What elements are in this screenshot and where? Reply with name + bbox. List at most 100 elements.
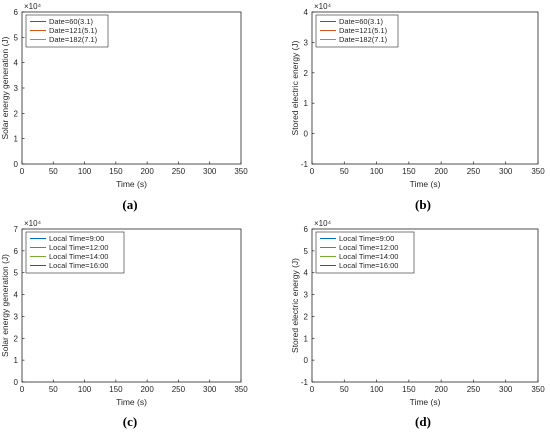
x-tick-label: 200 [140, 385, 154, 394]
x-tick-label: 50 [49, 167, 58, 176]
legend-label-1: Date=60(3.1) [49, 17, 93, 26]
y-axis-label: Solar energy generation (J) [0, 36, 10, 139]
y-tick-label: 2 [304, 312, 309, 321]
x-tick-label: 50 [340, 385, 349, 394]
x-tick-label: 300 [203, 167, 217, 176]
y-tick-label: 4 [14, 291, 19, 300]
legend-label-4: Local Time=16:00 [339, 261, 398, 270]
y-tick-label: 4 [304, 8, 309, 17]
y-tick-label: 3 [14, 84, 19, 93]
legend-label-3: Local Time=14:00 [49, 252, 108, 261]
x-tick-label: 0 [310, 167, 315, 176]
x-tick-label: 200 [140, 167, 154, 176]
y-tick-label: 3 [304, 38, 309, 47]
y-exponent-label: ×10⁴ [24, 219, 42, 228]
x-tick-label: 0 [310, 385, 315, 394]
y-tick-label: 2 [14, 109, 19, 118]
panel-label: (d) [415, 414, 431, 429]
y-tick-label: 2 [304, 69, 309, 78]
x-tick-label: 250 [172, 167, 186, 176]
legend-label-2: Local Time=12:00 [339, 243, 398, 252]
y-tick-label: 3 [14, 312, 19, 321]
y-tick-label: -1 [301, 160, 309, 169]
chart-panel-c: 0 50 100 150 200 250 300 350 0 1 2 3 4 5 6 7 ×10⁴ Time (s… [0, 219, 248, 429]
x-tick-label: 250 [467, 385, 481, 394]
y-tick-label: 0 [304, 130, 309, 139]
x-axis-label: Time (s) [116, 179, 147, 189]
x-tick-label: 150 [109, 167, 123, 176]
panel-label: (c) [123, 414, 137, 429]
y-exponent-label: ×10⁴ [314, 219, 332, 228]
x-tick-label: 300 [499, 167, 513, 176]
y-tick-label: 6 [304, 225, 309, 234]
legend: Date=60(3.1)Date=121(5.1)Date=182(7.1) [315, 14, 399, 48]
y-exponent-label: ×10⁴ [314, 2, 332, 11]
x-axis-label: Time (s) [116, 397, 147, 407]
legend-label-2: Date=121(5.1) [339, 26, 388, 35]
x-tick-label: 350 [234, 385, 248, 394]
y-axis-label: Solar energy generation (J) [0, 254, 10, 357]
legend-label-1: Date=60(3.1) [339, 17, 383, 26]
x-tick-label: 100 [78, 167, 92, 176]
x-tick-label: 250 [467, 167, 481, 176]
x-tick-label: 150 [402, 385, 416, 394]
x-tick-label: 50 [340, 167, 349, 176]
x-tick-label: 350 [234, 167, 248, 176]
y-tick-label: 1 [304, 334, 309, 343]
y-axis-label: Stored electric energy (J) [290, 40, 300, 135]
x-tick-label: 350 [531, 167, 545, 176]
y-tick-label: 1 [14, 135, 19, 144]
x-tick-label: 0 [20, 385, 25, 394]
chart-panel-a: 0 50 100 150 200 250 300 350 0 1 2 3 4 5 6 ×10⁴ Time (s)… [0, 2, 248, 212]
x-tick-label: 0 [20, 167, 25, 176]
y-tick-label: 4 [14, 59, 19, 68]
x-axis-label: Time (s) [410, 179, 441, 189]
x-tick-label: 200 [434, 167, 448, 176]
legend-label-4: Local Time=16:00 [49, 261, 108, 270]
x-tick-label: 100 [78, 385, 92, 394]
y-tick-label: 4 [304, 269, 309, 278]
panel-label: (b) [415, 197, 431, 212]
y-exponent-label: ×10⁴ [24, 2, 42, 11]
y-axis-label: Stored electric energy (J) [290, 258, 300, 353]
x-tick-label: 150 [109, 385, 123, 394]
y-tick-label: 0 [14, 378, 19, 387]
y-tick-label: 5 [304, 247, 309, 256]
y-tick-label: 2 [14, 334, 19, 343]
y-tick-label: 6 [14, 8, 19, 17]
x-tick-label: 150 [402, 167, 416, 176]
y-tick-label: 1 [14, 356, 19, 365]
legend-label-3: Local Time=14:00 [339, 252, 398, 261]
y-tick-label: 0 [14, 160, 19, 169]
y-tick-label: -1 [301, 378, 309, 387]
legend-label-2: Local Time=12:00 [49, 243, 108, 252]
x-tick-label: 250 [172, 385, 186, 394]
x-tick-label: 200 [434, 385, 448, 394]
x-tick-label: 100 [370, 385, 384, 394]
y-tick-label: 6 [14, 247, 19, 256]
x-tick-label: 300 [203, 385, 217, 394]
legend-label-1: Local Time=9:00 [49, 234, 104, 243]
legend: Date=60(3.1)Date=121(5.1)Date=182(7.1) [25, 14, 109, 48]
panel-label: (a) [122, 197, 137, 212]
legend-label-3: Date=182(7.1) [339, 35, 388, 44]
y-tick-label: 0 [304, 356, 309, 365]
legend-label-2: Date=121(5.1) [49, 26, 98, 35]
legend-label-3: Date=182(7.1) [49, 35, 98, 44]
x-tick-label: 50 [49, 385, 58, 394]
y-tick-label: 5 [14, 33, 19, 42]
x-tick-label: 100 [370, 167, 384, 176]
y-tick-label: 5 [14, 269, 19, 278]
x-tick-label: 350 [531, 385, 545, 394]
y-tick-label: 3 [304, 291, 309, 300]
y-tick-label: 1 [304, 99, 309, 108]
x-axis-label: Time (s) [410, 397, 441, 407]
x-tick-label: 300 [499, 385, 513, 394]
legend-label-1: Local Time=9:00 [339, 234, 394, 243]
y-tick-label: 7 [14, 225, 19, 234]
